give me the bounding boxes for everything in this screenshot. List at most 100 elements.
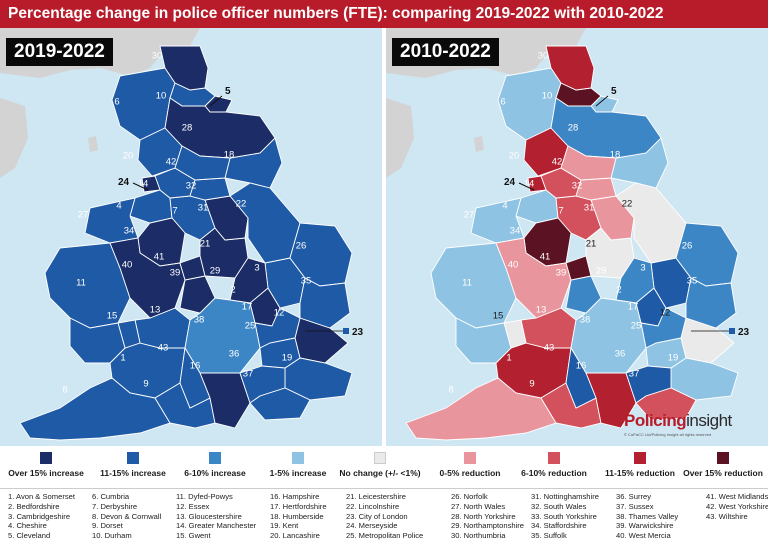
key-entry: 30. Northumbria <box>451 531 506 541</box>
force-region-30 <box>159 45 209 91</box>
force-label-15: 15 <box>107 311 118 322</box>
key-entry: 35. Suffolk <box>531 531 567 541</box>
force-label-12: 12 <box>660 308 671 319</box>
map-2010-2022: 1 2 3 4 6 7 8 9 10 11 12 13 14 15 16 17 18 19 20 21 22 25 26 27… <box>386 28 768 446</box>
force-shape-37 <box>635 387 697 421</box>
legend-swatch <box>548 452 560 464</box>
key-entry: 17. Hertfordshire <box>270 501 327 511</box>
force-label-30: 30 <box>538 51 549 62</box>
key-entry: 15. Gwent <box>176 531 211 541</box>
force-label-22: 22 <box>622 199 633 210</box>
legend-swatch <box>292 452 304 464</box>
legend-swatch <box>634 452 646 464</box>
legend-label: Over 15% increase <box>8 468 84 478</box>
isle-of-man-shape <box>474 136 484 152</box>
force-region-37 <box>249 387 311 421</box>
key-entry: 36. Surrey <box>616 492 652 501</box>
force-label-35: 35 <box>687 276 698 287</box>
legend-label: Over 15% reduction <box>683 468 763 478</box>
force-label-39: 39 <box>170 268 181 279</box>
force-label-13: 13 <box>150 305 161 316</box>
key-column: 41. West Midlands 42. West Yorkshire 43. W… <box>706 492 768 521</box>
legend-swatch <box>209 452 221 464</box>
force-shape-41 <box>179 255 206 281</box>
key-entry: 27. North Wales <box>451 501 506 511</box>
force-shape-32 <box>69 317 126 364</box>
legend-label: 6-10% increase <box>184 468 246 478</box>
force-label-32: 32 <box>572 181 583 192</box>
force-shape-42 <box>174 145 231 181</box>
callout-23: 23 <box>352 327 364 338</box>
legend: Over 15% increase 11-15% increase 6-10% in… <box>0 452 768 482</box>
force-region-43 <box>179 346 211 409</box>
force-region-30 <box>545 45 595 91</box>
force-label-6: 6 <box>500 97 505 108</box>
key-column: 31. Nottinghamshire 32. South Wales 33. So… <box>531 492 599 541</box>
force-label-28: 28 <box>568 123 579 134</box>
force-label-28: 28 <box>182 123 193 134</box>
key-entry: 34. Staffordshire <box>531 521 587 531</box>
force-label-17: 17 <box>628 302 639 313</box>
force-region-38 <box>570 297 647 374</box>
title-bar: Percentage change in police officer numb… <box>0 0 768 28</box>
key-entry: 40. West Mercia <box>616 531 671 541</box>
force-label-17: 17 <box>242 302 253 313</box>
force-label-20: 20 <box>123 151 134 162</box>
key-entry: 3. Cambridgeshire <box>8 511 71 521</box>
key-entry: 16. Hampshire <box>270 492 320 501</box>
key-entry: 41. West Midlands <box>706 492 768 501</box>
force-shape-35 <box>685 277 737 329</box>
force-label-18: 18 <box>610 150 621 161</box>
legend-label: No change (+/- <1%) <box>339 468 421 478</box>
force-label-42: 42 <box>552 157 563 168</box>
key-entry: 8. Devon & Cornwall <box>92 511 162 521</box>
force-label-15: 15 <box>493 311 504 322</box>
force-label-26: 26 <box>296 241 307 252</box>
force-label-3: 3 <box>254 263 259 274</box>
key-entry: 20. Lancashire <box>270 531 320 541</box>
key-entry: 13. Gloucestershire <box>176 511 242 521</box>
city-of-london-marker <box>343 328 349 334</box>
legend-label: 11-15% increase <box>100 468 166 478</box>
legend-item: 0-5% reduction <box>425 452 515 482</box>
legend-label: 0-5% reduction <box>439 468 501 478</box>
force-label-27: 27 <box>78 210 89 221</box>
legend-item: Over 15% increase <box>1 452 91 482</box>
legend-label: 1-5% increase <box>269 468 327 478</box>
force-region-43 <box>565 346 597 409</box>
force-label-30: 30 <box>152 51 163 62</box>
force-shape-37 <box>249 387 311 421</box>
copyright-note: © CoPaCC Ltd/Policing Insight all rights… <box>624 432 712 437</box>
panel-label-2019-2022: 2019-2022 <box>6 38 113 66</box>
force-label-22: 22 <box>236 199 247 210</box>
callout-24: 24 <box>504 177 516 188</box>
key-entry: 29. Northamptonshire <box>451 521 525 531</box>
force-label-38: 38 <box>194 315 205 326</box>
force-label-35: 35 <box>301 276 312 287</box>
force-shape-43 <box>565 346 597 409</box>
ireland-shape <box>386 98 414 178</box>
legend-label: 6-10% reduction <box>521 468 587 478</box>
callout-24: 24 <box>118 177 130 188</box>
legend-item: 6-10% reduction <box>509 452 599 482</box>
force-region-35 <box>299 277 351 329</box>
force-region-32 <box>455 317 512 364</box>
key-column: 1. Avon & Somerset 2. Bedfordshire 3. Camb… <box>8 492 75 541</box>
key-entry: 5. Cleveland <box>8 531 51 541</box>
force-label-3: 3 <box>640 263 645 274</box>
force-label-37: 37 <box>243 369 254 380</box>
force-label-26: 26 <box>682 241 693 252</box>
force-label-14: 14 <box>138 179 149 190</box>
map-svg-2010-2022: 1234678910111213141516171819202122252627… <box>386 28 750 441</box>
callout-23: 23 <box>738 327 750 338</box>
force-shape-30 <box>545 45 595 91</box>
key-column: 6. Cumbria 7. Derbyshire 8. Devon & Cornwa… <box>92 492 161 541</box>
legend-item: 11-15% increase <box>88 452 178 482</box>
key-entry: 38. Thames Valley <box>616 511 679 521</box>
key-entry: 37. Sussex <box>616 501 654 511</box>
force-shape-30 <box>159 45 209 91</box>
key-entry: 21. Leicestershire <box>346 492 406 501</box>
legend-swatch <box>717 452 729 464</box>
force-label-40: 40 <box>122 260 133 271</box>
ireland-shape <box>0 98 28 178</box>
